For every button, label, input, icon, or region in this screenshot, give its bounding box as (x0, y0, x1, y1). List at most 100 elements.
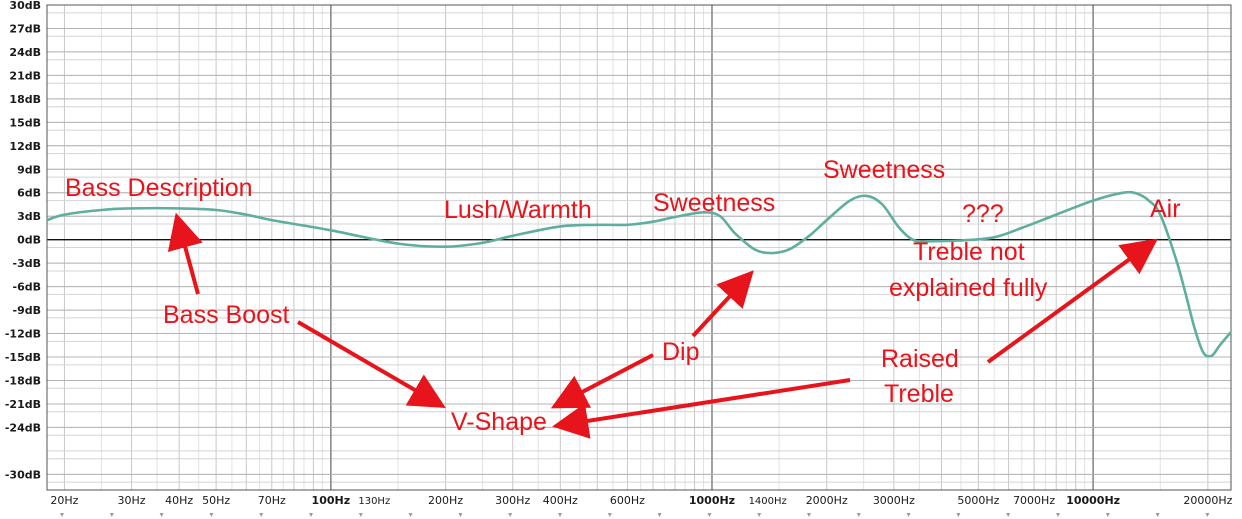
data-point (1185, 293, 1187, 296)
data-point (1194, 328, 1196, 331)
annotation-treble-not-explained-line1: Treble not (913, 238, 1025, 266)
data-point (993, 236, 995, 239)
x-axis-tick-marker (906, 513, 911, 517)
arrow-dip-to-v-shape (550, 353, 654, 409)
y-tick-label: 0dB (17, 234, 41, 247)
x-tick-label: 3000Hz (873, 494, 915, 507)
data-point (1148, 199, 1150, 202)
y-axis-ticks: 30dB 27dB 24dB 21dB 18dB 15dB 12dB 9dB 6dB 3dB 0dB… (5, 0, 41, 481)
data-point (734, 232, 736, 235)
data-point (130, 207, 133, 210)
x-axis-tick-marker (60, 513, 64, 517)
y-tick-label: -30dB (5, 468, 41, 481)
x-tick-label: 100Hz (312, 494, 351, 507)
annotation-lush-warmth: Lush/Warmth (444, 196, 592, 224)
data-point (789, 248, 791, 250)
data-point (559, 225, 562, 228)
data-point (754, 249, 757, 251)
data-point (719, 215, 721, 217)
frequency-response-line (46, 190, 1232, 358)
x-tick-label: 30Hz (118, 494, 146, 507)
annotation-treble-not-explained-line2: explained fully (889, 274, 1048, 302)
data-point (511, 235, 514, 237)
data-point (596, 224, 599, 226)
y-tick-label: 15dB (9, 116, 41, 129)
x-axis-tick-marker (1006, 513, 1011, 517)
x-axis-tick-marker (956, 513, 961, 517)
x-tick-label: 70Hz (258, 494, 286, 507)
data-point (674, 216, 676, 218)
x-tick-label: 400Hz (543, 494, 578, 507)
x-axis-tick-marker (1056, 513, 1060, 517)
data-point (1159, 213, 1161, 216)
y-tick-label: 6dB (17, 187, 41, 200)
data-point (63, 213, 66, 216)
annotation-arrows (167, 212, 1158, 439)
x-axis-tick-marker (109, 513, 114, 517)
x-axis-tick-marker (607, 513, 612, 517)
data-point (1230, 331, 1232, 333)
data-point (849, 199, 851, 202)
data-point (245, 213, 248, 216)
y-tick-label: 12dB (9, 140, 41, 153)
x-axis-tick-marker (558, 513, 562, 517)
y-tick-label: -15dB (5, 351, 41, 364)
data-point (1092, 199, 1094, 202)
y-tick-label: -18dB (5, 374, 41, 387)
data-point (702, 211, 705, 214)
x-tick-label: 1400Hz (749, 496, 787, 507)
y-tick-label: -12dB (5, 328, 41, 341)
annotation-air: Air (1150, 195, 1181, 223)
data-point (1219, 344, 1221, 347)
y-tick-label: -9dB (13, 304, 41, 317)
annotation-sweetness-2: Sweetness (823, 156, 945, 184)
arrow-bass-boost-to-curve (167, 212, 203, 295)
annotation-bass-description: Bass Description (65, 174, 253, 202)
y-tick-label: 24dB (9, 46, 41, 59)
arrow-raised-treble-to-air (986, 238, 1158, 364)
data-point (1135, 192, 1138, 195)
data-point (932, 240, 934, 242)
x-tick-label: 20Hz (50, 494, 78, 507)
x-axis-tick-marker (508, 513, 513, 517)
x-tick-label: 200Hz (428, 494, 463, 507)
data-point (898, 227, 901, 229)
x-axis-tick-marker (856, 513, 861, 517)
data-point (1055, 213, 1057, 216)
x-tick-label: 5000Hz (957, 494, 999, 507)
x-tick-label: 50Hz (202, 494, 230, 507)
x-tick-label: 600Hz (610, 494, 645, 507)
data-point (808, 235, 811, 237)
data-point (215, 209, 217, 211)
annotation-question-marks: ??? (962, 200, 1004, 228)
arrow-dip-to-curve (691, 270, 754, 338)
data-point (913, 239, 916, 242)
x-tick-label: 10000Hz (1066, 494, 1120, 507)
x-axis-tick-marker (458, 513, 463, 517)
y-tick-label: -3dB (13, 257, 41, 270)
annotation-raised-treble-line1: Raised (881, 345, 959, 373)
y-tick-label: 3dB (17, 210, 41, 223)
x-axis-tick-marker (807, 513, 811, 517)
x-axis-tick-marker (657, 513, 662, 517)
x-axis-tick-marker (1155, 513, 1160, 517)
data-point (1202, 352, 1205, 354)
x-tick-label: 20000Hz (1183, 494, 1232, 507)
x-tick-label: 2000Hz (806, 494, 848, 507)
data-point (481, 242, 484, 244)
arrow-raised-treble-to-v-shape (552, 378, 851, 439)
y-tick-label: 30dB (9, 0, 41, 12)
y-tick-label: 18dB (9, 93, 41, 106)
x-axis-tick-marker (1205, 513, 1210, 517)
x-axis-tick-marker (259, 513, 264, 517)
annotation-v-shape: V-Shape (451, 408, 547, 436)
x-tick-label: 1000Hz (689, 494, 735, 507)
annotation-sweetness-1: Sweetness (653, 189, 775, 217)
data-point (271, 219, 273, 221)
data-point (1122, 191, 1125, 194)
data-point (1211, 354, 1213, 357)
data-point (330, 229, 332, 232)
data-point (1175, 258, 1177, 261)
